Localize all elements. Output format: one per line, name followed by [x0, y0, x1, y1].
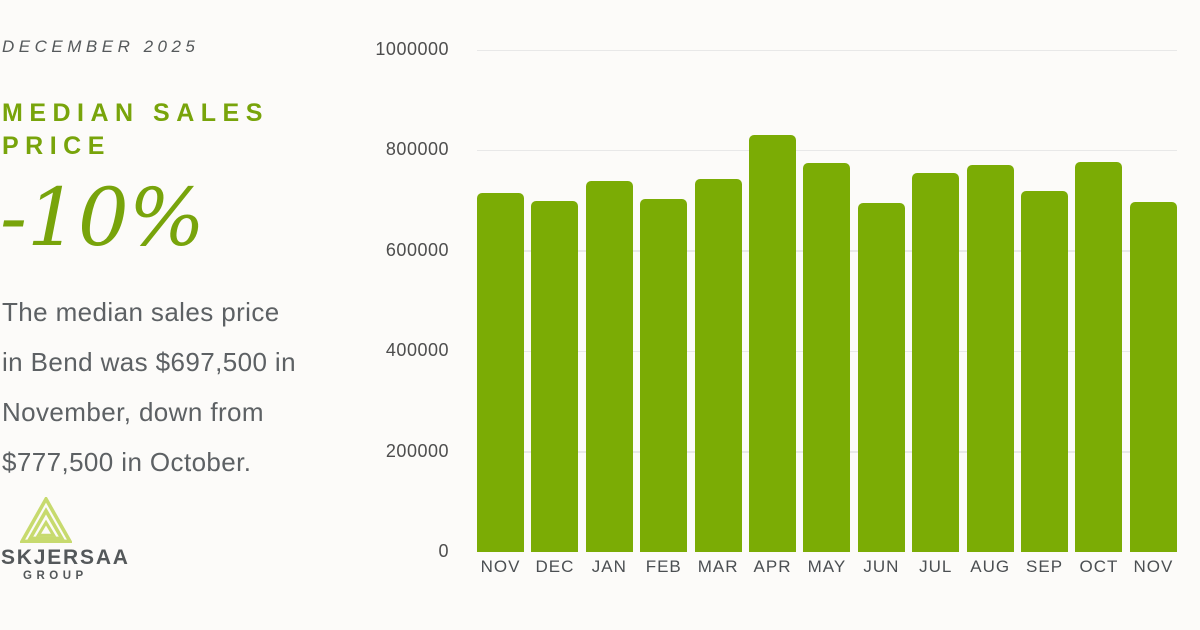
x-axis-label: MAY — [807, 557, 847, 576]
x-axis-label: APR — [753, 557, 792, 576]
bar-may-6 — [803, 162, 851, 552]
bar-nov-12 — [1129, 201, 1177, 552]
x-axis-label: OCT — [1079, 557, 1119, 576]
y-axis-tick-label: 0 — [438, 541, 449, 561]
bar-nov-0 — [477, 193, 524, 552]
bar-mar-4 — [694, 179, 742, 552]
description-line: $777,500 in October. — [2, 447, 252, 477]
x-axis-label: JUL — [919, 557, 953, 576]
description-line: in Bend was $697,500 in — [2, 347, 296, 377]
mountain-triangle-icon — [18, 495, 74, 548]
bar-dec-1 — [531, 200, 579, 552]
y-axis: 1000000 800000 600000 400000 200000 0 — [375, 39, 463, 561]
y-axis-tick-label: 1000000 — [375, 39, 449, 59]
x-axis-label: FEB — [645, 557, 682, 576]
description-line: November, down from — [2, 397, 264, 427]
bar-feb-3 — [640, 199, 688, 552]
bar-aug-9 — [966, 165, 1014, 552]
x-axis: NOV DEC JAN FEB MAR APR MAY JUN JUL AUG SEP OCT NOV — [477, 557, 1177, 577]
bar-jan-2 — [585, 180, 633, 552]
bars — [477, 50, 1177, 552]
x-axis-label: AUG — [970, 557, 1011, 576]
bar-chart — [477, 49, 1177, 552]
y-axis-tick-label: 800000 — [385, 139, 449, 160]
x-axis-label: SEP — [1026, 557, 1064, 576]
gridline — [477, 49, 1177, 51]
description-line: The median sales price — [2, 297, 280, 327]
x-axis-label: DEC — [535, 557, 575, 576]
y-axis-tick-label: 200000 — [385, 440, 449, 461]
logo-name: SKJERSAA — [1, 546, 130, 569]
bar-jun-7 — [857, 203, 905, 552]
x-axis-label: NOV — [1133, 557, 1174, 576]
date-label: DECEMBER 2025 — [2, 37, 200, 56]
logo-sub: GROUP — [23, 570, 88, 582]
x-axis-label: MAR — [697, 557, 739, 576]
x-axis-label: NOV — [480, 557, 521, 576]
x-axis-label: JUN — [863, 557, 900, 576]
y-axis-tick-label: 400000 — [385, 340, 449, 361]
bar-sep-10 — [1021, 190, 1069, 552]
description: The median sales price in Bend was $697,… — [2, 287, 332, 487]
y-axis-tick-label: 600000 — [385, 239, 449, 260]
gridline — [477, 149, 1177, 152]
page-title: MEDIAN SALES PRICE — [2, 99, 269, 160]
bar-oct-11 — [1075, 161, 1123, 552]
bar-jul-8 — [912, 173, 960, 552]
delta-percentage: -10% — [0, 171, 205, 264]
x-axis-label: JAN — [591, 557, 627, 576]
bar-apr-5 — [749, 135, 797, 552]
